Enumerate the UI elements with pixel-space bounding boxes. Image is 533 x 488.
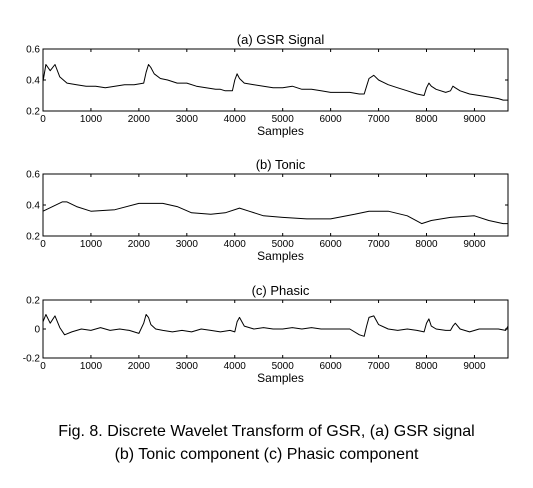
chart-3-xtick-label: 9000 xyxy=(463,361,486,372)
chart-1-xtick-label: 9000 xyxy=(463,114,486,125)
chart-1-xtick-label: 0 xyxy=(40,114,46,125)
chart-1-xtick-label: 2000 xyxy=(128,114,151,125)
chart-2-ytick-label: 0.6 xyxy=(26,170,40,181)
chart-2-xtick-label: 6000 xyxy=(320,239,343,250)
chart-3-xtick-label: 0 xyxy=(40,361,46,372)
chart-2-xtick-label: 0 xyxy=(40,239,46,250)
chart-2-plot-frame xyxy=(42,173,509,237)
chart-3-ytick-label: 0.2 xyxy=(26,296,40,307)
chart-1-series-line xyxy=(42,64,508,101)
caption-line-1: Fig. 8. Discrete Wavelet Transform of GS… xyxy=(58,423,475,440)
chart-2-xlabel: Samples xyxy=(257,249,304,263)
chart-3-xtick-label: 1000 xyxy=(80,361,103,372)
chart-3-xtick-label: 6000 xyxy=(320,361,343,372)
chart-3-title: (c) Phasic xyxy=(252,283,310,298)
chart-3-xtick-label: 3000 xyxy=(176,361,199,372)
chart-1-plot-frame xyxy=(42,48,509,112)
chart-1-xtick-label: 5000 xyxy=(272,114,295,125)
caption-line-2: (b) Tonic component (c) Phasic component xyxy=(114,446,419,463)
chart-1-xlabel: Samples xyxy=(257,124,304,138)
chart-1-ytick-label: 0.2 xyxy=(26,107,40,118)
chart-3-series-line xyxy=(42,314,509,337)
chart-2-xtick-label: 1000 xyxy=(80,239,103,250)
chart-1-ytick-label: 0.4 xyxy=(26,76,40,87)
chart-1-xtick-label: 6000 xyxy=(320,114,343,125)
figure-caption: Fig. 8. Discrete Wavelet Transform of GS… xyxy=(0,420,533,466)
chart-1-xtick-label: 8000 xyxy=(415,114,438,125)
chart-2-series-line xyxy=(42,201,508,225)
chart-3-ytick-label: 0 xyxy=(34,325,40,336)
chart-2-xtick-label: 7000 xyxy=(367,239,390,250)
chart-1-ytick-label: 0.6 xyxy=(26,45,40,56)
chart-2-xtick-label: 4000 xyxy=(224,239,247,250)
chart-2-title: (b) Tonic xyxy=(256,157,306,172)
chart-2-xtick-label: 9000 xyxy=(463,239,486,250)
chart-2-xtick-label: 2000 xyxy=(128,239,151,250)
chart-3-xtick-label: 2000 xyxy=(128,361,151,372)
chart-1-xtick-label: 3000 xyxy=(176,114,199,125)
chart-3-xtick-label: 5000 xyxy=(272,361,295,372)
chart-2-xtick-label: 8000 xyxy=(415,239,438,250)
chart-3-xlabel: Samples xyxy=(257,371,304,385)
chart-3-xtick-label: 7000 xyxy=(367,361,390,372)
chart-3-ytick-label: -0.2 xyxy=(23,354,41,365)
chart-1-title: (a) GSR Signal xyxy=(237,32,325,47)
chart-3-xtick-label: 8000 xyxy=(415,361,438,372)
chart-3-xtick-label: 4000 xyxy=(224,361,247,372)
chart-1-xtick-label: 1000 xyxy=(80,114,103,125)
chart-2-ytick-label: 0.2 xyxy=(26,232,40,243)
chart-2-xtick-label: 5000 xyxy=(272,239,295,250)
chart-1-xtick-label: 4000 xyxy=(224,114,247,125)
chart-2-xtick-label: 3000 xyxy=(176,239,199,250)
chart-1-xtick-label: 7000 xyxy=(367,114,390,125)
figure: (a) GSR Signal 0 1000 2000 3000 4000 5000 6000 7… xyxy=(23,32,509,385)
chart-2-ytick-label: 0.4 xyxy=(26,201,40,212)
